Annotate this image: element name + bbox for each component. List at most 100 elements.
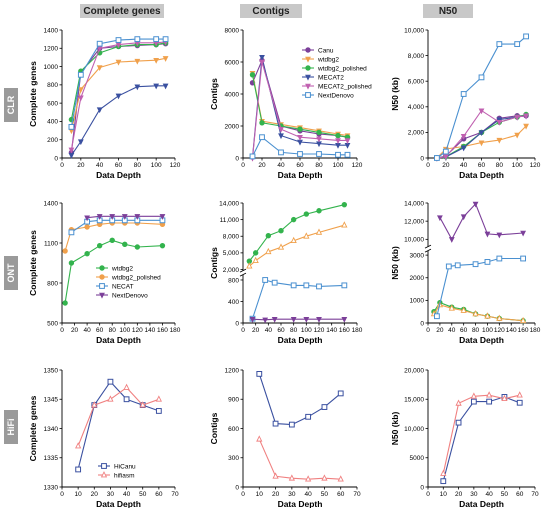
y-tick-label: 5,000 <box>223 250 240 257</box>
data-point-wtdbg2_polished <box>252 256 259 263</box>
data-point-NextDenovo <box>109 214 116 220</box>
y-tick-label: 1400 <box>44 27 59 34</box>
x-tick-label: 60 <box>115 162 123 169</box>
y-tick-label: 1330 <box>44 484 59 491</box>
x-tick-label: 40 <box>123 491 131 498</box>
x-tick-label: 60 <box>296 162 304 169</box>
data-point-NextDenovo <box>134 214 141 220</box>
data-point-hifiasm <box>486 391 493 398</box>
legend-marker-NextDenovo <box>305 92 311 98</box>
y-tick-label: 900 <box>228 397 239 404</box>
y-tick-label: 0 <box>54 155 58 162</box>
y-tick-label: 11,000 <box>220 217 240 224</box>
data-point-wtdbg2_polished <box>496 314 503 321</box>
data-point-NextDenovo <box>341 317 348 323</box>
series-line-HiCanu <box>77 380 160 470</box>
legend-label-wtdbg2_polished: wtdbg2_polished <box>111 274 161 281</box>
data-point-NextDenovo <box>472 201 479 208</box>
data-point-hifiasm <box>256 435 263 442</box>
y-tick-label: 8,000 <box>408 53 425 60</box>
x-tick-label: 100 <box>151 162 162 169</box>
x-tick-label: 120 <box>132 327 143 334</box>
y-tick-label: 3000 <box>410 252 425 259</box>
data-point-HiCanu <box>440 478 447 485</box>
data-point-wtdbg2_polished <box>277 243 285 250</box>
x-tick-label: 50 <box>321 491 329 498</box>
x-tick-label: 100 <box>482 327 493 334</box>
x-tick-label: 80 <box>109 327 117 334</box>
x-tick-label: 40 <box>265 327 273 334</box>
y-tick-label: 15,000 <box>404 397 424 404</box>
legend-marker-wtdbg2 <box>305 56 311 63</box>
data-point-NextDenovo <box>437 215 443 222</box>
y-tick-label: 500 <box>47 320 58 327</box>
data-point-NECAT <box>316 283 322 290</box>
data-point-MECAT2 <box>162 83 169 90</box>
data-point-wtdbg2 <box>62 300 68 306</box>
y-tick-label: 6,000 <box>408 79 425 86</box>
data-point-hifiasm <box>501 394 508 402</box>
data-point-NextDenovo <box>460 214 467 221</box>
data-point-NECAT <box>271 279 278 286</box>
data-point-wtdbg2_polished <box>62 248 68 254</box>
header-contigs: Contigs <box>252 6 290 17</box>
y-tick-label: 1200 <box>44 46 59 53</box>
row-label-hifi: HiFi <box>6 419 16 436</box>
chart-hifi-genes: 0 10 20 30 40 50 60 70 1330 1335 1340 1345 1350 Data … <box>28 367 179 508</box>
x-tick-label: 80 <box>472 327 480 334</box>
x-tick-label: 20 <box>436 327 444 334</box>
data-point-wtdbg2 <box>84 250 90 257</box>
y-tick-label: 20,000 <box>404 367 424 374</box>
x-axis-label: Data Depth <box>278 335 323 345</box>
row-box-clr <box>4 88 18 122</box>
data-point-wtdbg2_polished <box>265 247 272 255</box>
data-point-MECAT2 <box>153 83 160 90</box>
x-tick-label: 80 <box>134 162 142 169</box>
data-point-wtdbg2 <box>478 140 485 147</box>
y-tick-label: 600 <box>47 100 58 107</box>
chart-ont-n50: 0 20 40 60 80 100 120 140 160 180 0 1000 2000 3000 10,… <box>390 200 541 345</box>
legend-label-HiCanu: HiCanu <box>114 463 136 470</box>
y-tick-label: 1400 <box>44 200 59 207</box>
legend-label-hifiasm: hifiasm <box>114 472 135 479</box>
axis-break-mark <box>424 248 432 253</box>
axis-break-mark <box>239 272 247 277</box>
y-tick-label: 0 <box>235 320 239 327</box>
x-tick-label: 180 <box>352 327 363 334</box>
x-tick-label: 140 <box>506 327 517 334</box>
data-point-MECAT2_polished <box>478 108 485 115</box>
data-point-MECAT2_polished <box>344 138 351 144</box>
data-point-NextDenovo <box>442 148 449 155</box>
y-tick-label: 0 <box>235 484 239 491</box>
y-axis-label: Contigs <box>209 412 219 444</box>
x-tick-label: 40 <box>83 327 91 334</box>
x-tick-label: 80 <box>290 327 298 334</box>
x-tick-label: 70 <box>353 491 361 498</box>
data-point-NECAT <box>434 313 440 320</box>
data-point-HiCanu <box>155 408 162 414</box>
data-point-wtdbg2_polished <box>484 312 491 319</box>
data-point-hifiasm <box>139 401 146 408</box>
row-box-ont <box>4 256 18 290</box>
series-line-wtdbg2 <box>248 204 345 262</box>
series-line-NextDenovo <box>436 35 527 159</box>
x-tick-label: 180 <box>170 327 181 334</box>
chart-ont-genes: 0 20 40 60 80 100 120 140 160 180 500 800 1100 1400 Da… <box>28 200 181 345</box>
data-point-MECAT2 <box>278 133 284 140</box>
data-point-NextDenovo <box>121 214 128 220</box>
x-axis-label: Data Depth <box>459 499 504 508</box>
legend-marker-NextDenovo <box>99 292 105 299</box>
x-tick-label: 30 <box>107 491 115 498</box>
x-tick-label: 0 <box>60 327 64 334</box>
x-tick-label: 120 <box>352 162 363 169</box>
y-tick-label: 0 <box>420 155 424 162</box>
data-point-wtdbg2 <box>523 123 529 130</box>
y-tick-label: 200 <box>47 137 58 144</box>
series-line-HiCanu <box>258 373 342 426</box>
data-point-wtdbg2_polished <box>472 310 479 317</box>
y-tick-label: 14,000 <box>404 200 424 207</box>
data-point-MECAT2_polished <box>77 95 84 102</box>
x-tick-label: 100 <box>512 162 523 169</box>
data-point-wtdbg2 <box>96 65 103 72</box>
y-tick-label: 14,000 <box>219 200 239 207</box>
